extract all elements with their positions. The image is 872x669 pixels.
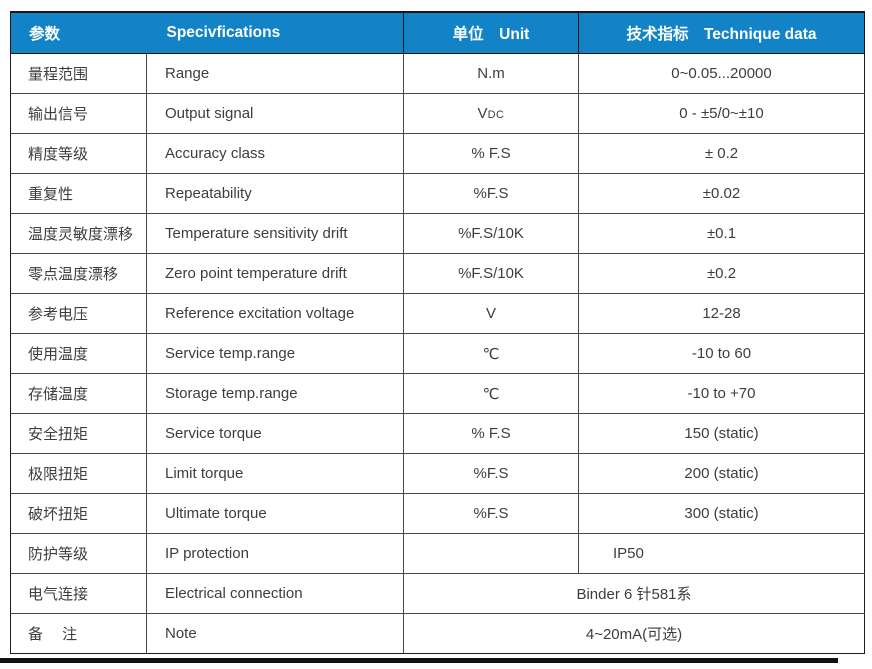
table-row-service-temp: 使用温度 Service temp.range ℃ -10 to 60 <box>10 333 865 374</box>
header-row: 参数 Specivfications 单位 Unit 技术指标 Techniqu… <box>10 11 865 54</box>
table-row-range: 量程范围 Range N.m 0~0.05...20000 <box>10 53 865 94</box>
unit-cell: %F.S/10K <box>403 253 579 294</box>
value-cell: 300 (static) <box>578 493 865 534</box>
unit-cell: N.m <box>403 53 579 94</box>
param-cell: 安全扭矩 <box>10 413 147 454</box>
param-cell: 量程范围 <box>10 53 147 94</box>
spec-cell: Repeatability <box>146 173 404 214</box>
param-cell: 重复性 <box>10 173 147 214</box>
param-cell: 参考电压 <box>10 293 147 334</box>
unit-cell: %F.S <box>403 173 579 214</box>
param-cell: 防护等级 <box>10 533 147 574</box>
table-row-ip-protection: 防护等级 IP protection IP50 <box>10 533 865 574</box>
spec-cell: Limit torque <box>146 453 404 494</box>
value-cell: -10 to +70 <box>578 373 865 414</box>
value-cell: 0~0.05...20000 <box>578 53 865 94</box>
unit-cell: ℃ <box>403 333 579 374</box>
spec-cell: Ultimate torque <box>146 493 404 534</box>
spec-cell: Service temp.range <box>146 333 404 374</box>
param-cell: 备 注 <box>10 613 147 654</box>
unit-cell: VDC <box>403 93 579 134</box>
table-row-electrical-connection: 电气连接 Electrical connection Binder 6 针581… <box>10 573 865 614</box>
value-cell: 200 (static) <box>578 453 865 494</box>
header-param: 参数 <box>10 11 147 54</box>
value-cell-merged: 4~20mA(可选) <box>403 613 865 654</box>
table-row-temp-sensitivity-drift: 温度灵敏度漂移 Temperature sensitivity drift %F… <box>10 213 865 254</box>
spec-cell: Range <box>146 53 404 94</box>
spec-table: 参数 Specivfications 单位 Unit 技术指标 Techniqu… <box>10 11 865 654</box>
unit-cell: V <box>403 293 579 334</box>
spec-cell: Electrical connection <box>146 573 404 614</box>
param-cell: 精度等级 <box>10 133 147 174</box>
param-cell: 输出信号 <box>10 93 147 134</box>
spec-cell: Note <box>146 613 404 654</box>
table-row-repeatability: 重复性 Repeatability %F.S ±0.02 <box>10 173 865 214</box>
param-cell: 零点温度漂移 <box>10 253 147 294</box>
value-cell: ±0.02 <box>578 173 865 214</box>
unit-cell <box>403 533 579 574</box>
param-cell: 极限扭矩 <box>10 453 147 494</box>
table-row-ultimate-torque: 破坏扭矩 Ultimate torque %F.S 300 (static) <box>10 493 865 534</box>
value-cell: 12-28 <box>578 293 865 334</box>
value-cell: 150 (static) <box>578 413 865 454</box>
param-cell: 使用温度 <box>10 333 147 374</box>
spec-cell: IP protection <box>146 533 404 574</box>
spec-cell: Service torque <box>146 413 404 454</box>
header-tech: 技术指标 Technique data <box>578 11 865 54</box>
unit-cell: %F.S/10K <box>403 213 579 254</box>
value-cell: 0 - ±5/0~±10 <box>578 93 865 134</box>
param-cell: 破坏扭矩 <box>10 493 147 534</box>
value-cell: ± 0.2 <box>578 133 865 174</box>
unit-cell: ℃ <box>403 373 579 414</box>
table-row-note: 备 注 Note 4~20mA(可选) <box>10 613 865 654</box>
table-row-zero-point-drift: 零点温度漂移 Zero point temperature drift %F.S… <box>10 253 865 294</box>
header-spec: Specivfications <box>146 11 404 54</box>
param-cell: 电气连接 <box>10 573 147 614</box>
param-cell: 温度灵敏度漂移 <box>10 213 147 254</box>
param-cell: 存储温度 <box>10 373 147 414</box>
table-row-storage-temp: 存储温度 Storage temp.range ℃ -10 to +70 <box>10 373 865 414</box>
table-row-accuracy: 精度等级 Accuracy class % F.S ± 0.2 <box>10 133 865 174</box>
unit-cell: %F.S <box>403 453 579 494</box>
unit-cell: % F.S <box>403 413 579 454</box>
table-header: 参数 Specivfications 单位 Unit 技术指标 Techniqu… <box>10 11 865 54</box>
spec-cell: Storage temp.range <box>146 373 404 414</box>
value-cell: -10 to 60 <box>578 333 865 374</box>
value-cell: IP50 <box>578 533 865 574</box>
value-cell-merged: Binder 6 针581系 <box>403 573 865 614</box>
table-row-limit-torque: 极限扭矩 Limit torque %F.S 200 (static) <box>10 453 865 494</box>
unit-suffix: DC <box>487 109 505 121</box>
spec-cell: Reference excitation voltage <box>146 293 404 334</box>
spec-cell: Zero point temperature drift <box>146 253 404 294</box>
page-bottom-rule <box>0 658 838 663</box>
spec-cell: Temperature sensitivity drift <box>146 213 404 254</box>
header-unit: 单位 Unit <box>403 11 579 54</box>
unit-cell: % F.S <box>403 133 579 174</box>
unit-cell: %F.S <box>403 493 579 534</box>
table-row-reference-voltage: 参考电压 Reference excitation voltage V 12-2… <box>10 293 865 334</box>
table-body: 量程范围 Range N.m 0~0.05...20000 输出信号 Outpu… <box>10 53 865 654</box>
unit-main: V <box>477 105 488 122</box>
specification-table: 参数 Specivfications 单位 Unit 技术指标 Techniqu… <box>10 11 865 654</box>
spec-cell: Accuracy class <box>146 133 404 174</box>
spec-cell: Output signal <box>146 93 404 134</box>
table-row-service-torque: 安全扭矩 Service torque % F.S 150 (static) <box>10 413 865 454</box>
value-cell: ±0.1 <box>578 213 865 254</box>
value-cell: ±0.2 <box>578 253 865 294</box>
table-row-output-signal: 输出信号 Output signal VDC 0 - ±5/0~±10 <box>10 93 865 134</box>
